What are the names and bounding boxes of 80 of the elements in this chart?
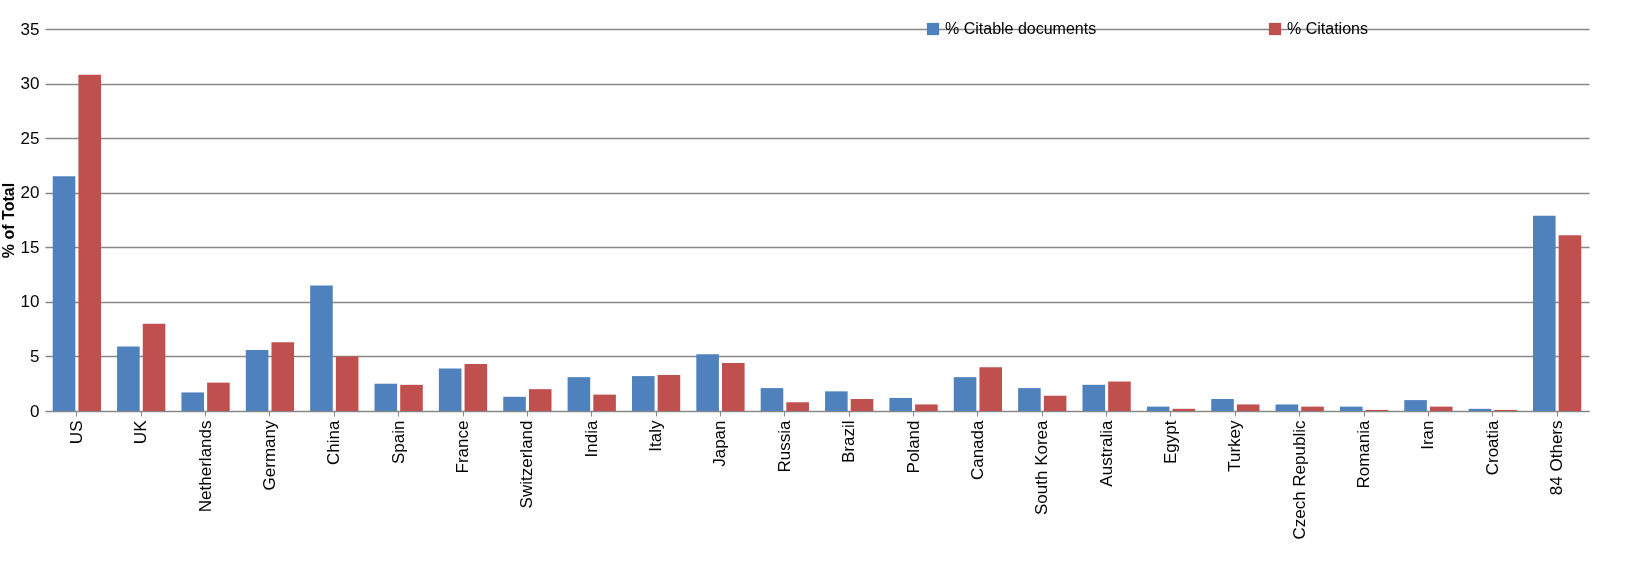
bar: [1339, 406, 1363, 411]
bar: [1558, 235, 1582, 411]
y-tick-label: 25: [20, 128, 40, 148]
bar: [1301, 406, 1324, 411]
bar: [1211, 398, 1234, 411]
x-tick-label: Croatia: [1482, 419, 1502, 476]
bar: [593, 394, 616, 411]
bar: [1108, 381, 1131, 411]
x-tick-label: US: [66, 420, 86, 445]
y-tick-label: 35: [20, 19, 40, 39]
bar: [528, 389, 552, 411]
bar: [889, 397, 912, 411]
x-tick-label: Brazil: [839, 420, 859, 464]
bar: [850, 398, 874, 411]
bar: [1043, 395, 1067, 411]
x-tick-label: France: [453, 420, 473, 474]
x-tick-label: Canada: [967, 419, 987, 481]
y-tick-label: 0: [30, 401, 40, 421]
x-tick-label: Turkey: [1225, 420, 1245, 472]
bar: [631, 376, 655, 411]
x-tick-label: Australia: [1096, 419, 1116, 487]
bar: [786, 402, 809, 411]
y-tick-label: 20: [20, 183, 40, 203]
x-tick-label: Netherlands: [195, 420, 215, 513]
bar: [1429, 406, 1453, 411]
x-tick-label: Italy: [646, 420, 666, 452]
bar: [722, 362, 745, 411]
bar: [1404, 400, 1427, 411]
x-tick-label: Poland: [903, 420, 923, 474]
bar: [1018, 388, 1041, 411]
x-tick-label: South Korea: [1032, 419, 1052, 516]
x-tick-label: Romania: [1354, 419, 1374, 489]
bar: [335, 356, 359, 411]
y-tick-label: 5: [30, 346, 40, 366]
bar: [825, 391, 848, 411]
x-tick-label: Switzerland: [517, 420, 537, 509]
y-tick-label: 30: [20, 74, 40, 94]
bar: [245, 349, 269, 411]
bar: [1172, 408, 1196, 411]
bar: [953, 377, 977, 411]
x-tick-label: China: [324, 419, 344, 465]
bar: [400, 384, 423, 411]
bar: [271, 342, 295, 411]
bar: [181, 392, 205, 411]
legend-label: % Citable documents: [945, 20, 1097, 37]
x-tick-label: Russia: [774, 419, 794, 473]
bar: [464, 364, 488, 411]
bar: [1236, 404, 1260, 411]
x-tick-label: 84 Others: [1547, 420, 1567, 496]
bar: [915, 404, 938, 411]
y-tick-label: 10: [20, 292, 40, 312]
bar: [567, 377, 591, 411]
bar: [979, 367, 1003, 411]
bar: [310, 285, 333, 411]
bar: [374, 383, 398, 411]
y-tick-label: 15: [20, 237, 40, 257]
bar: [117, 346, 140, 411]
bar: [1082, 384, 1106, 411]
x-tick-label: India: [581, 419, 601, 458]
x-tick-label: Iran: [1418, 420, 1438, 450]
bar: [1275, 404, 1299, 411]
bar: [438, 368, 462, 411]
x-tick-label: Egypt: [1160, 420, 1180, 464]
x-tick-label: Spain: [388, 420, 408, 464]
bar: [696, 354, 719, 411]
x-tick-label: Czech Republic: [1289, 420, 1309, 540]
bar: [142, 323, 166, 411]
bar: [78, 74, 101, 411]
bar: [760, 388, 784, 411]
x-tick-label: Germany: [259, 420, 279, 491]
bar: [657, 374, 681, 411]
x-tick-label: UK: [131, 419, 151, 445]
y-axis-title: % of Total: [0, 182, 17, 259]
bar: [1533, 215, 1556, 411]
bar: [503, 396, 526, 411]
bar: [52, 176, 76, 411]
bar: [207, 382, 230, 411]
legend-label: % Citations: [1287, 20, 1368, 37]
bar: [1468, 408, 1492, 411]
x-tick-label: Japan: [710, 420, 730, 467]
